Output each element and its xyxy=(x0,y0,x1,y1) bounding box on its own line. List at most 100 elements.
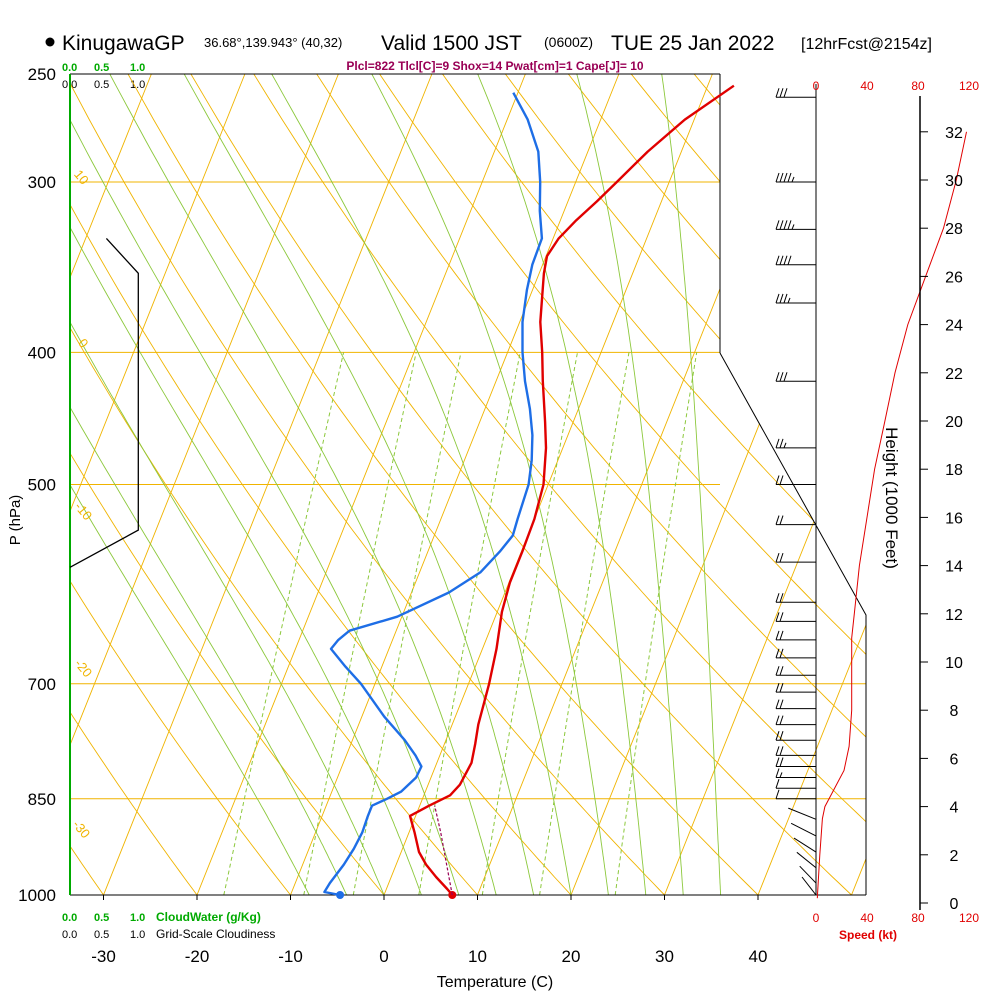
barb-flag xyxy=(775,438,780,449)
dry-adiabat-line xyxy=(70,74,665,895)
y-axis-label: P (hPa) xyxy=(7,495,24,546)
cloud-axis-labels: 0.0 0.5 1.0 0.0 0.5 1.0 0.0 0.5 1.0 Clou… xyxy=(62,62,275,941)
mixing-ratio-line xyxy=(481,352,578,895)
isotherm-line xyxy=(103,74,433,895)
moist-adiabat-line xyxy=(70,74,348,895)
wind-barb xyxy=(801,876,817,896)
mixing-ratio-line xyxy=(352,352,462,895)
barb-flag xyxy=(779,515,784,525)
height-tick-label: 18 xyxy=(945,462,963,479)
wind-barb xyxy=(775,88,816,98)
temperature-tick-label: 30 xyxy=(655,947,674,966)
cloudiness-tick-bottom-2: 1.0 xyxy=(130,929,145,941)
moist-adiabat-line xyxy=(371,74,609,895)
wind-barb xyxy=(775,789,816,800)
theta-label: 0 xyxy=(719,230,739,252)
barb-flag xyxy=(783,88,788,98)
height-tick-label: 10 xyxy=(945,655,963,672)
temperature-tick-label: -30 xyxy=(91,947,116,966)
barb-flag xyxy=(775,757,780,767)
plot-frame xyxy=(69,73,867,896)
moist-adiabat-line xyxy=(183,74,535,895)
barb-flag xyxy=(775,699,780,709)
wind-barb xyxy=(775,372,816,382)
barb-flag xyxy=(775,612,780,622)
pressure-tick-label: 500 xyxy=(28,476,56,495)
dry-adiabat-line xyxy=(505,74,866,895)
barb-flag xyxy=(779,630,784,641)
cloudwater-tick-top-2: 1.0 xyxy=(130,62,145,74)
barb-flag xyxy=(775,293,780,304)
dry-adiabat-line xyxy=(70,74,198,895)
mixing-ratio-line xyxy=(539,352,630,895)
cloudwater-tick-top-0: 0.0 xyxy=(62,62,77,74)
barb-flag xyxy=(783,255,788,265)
barb-flag xyxy=(779,715,784,725)
wind-barbs xyxy=(775,88,817,896)
wind-barb xyxy=(775,648,816,659)
barb-flag xyxy=(775,779,780,789)
wind-barb xyxy=(775,746,816,756)
barb-flag xyxy=(779,372,784,382)
pressure-tick-label: 1000 xyxy=(18,886,56,905)
barb-flag xyxy=(779,683,784,693)
mixing-ratio-line xyxy=(614,352,698,895)
isotherm-line xyxy=(196,74,526,895)
barb-shaft xyxy=(799,865,817,884)
height-tick-label: 4 xyxy=(950,800,959,817)
speed-tick-top: 120 xyxy=(959,79,979,93)
barb-flag xyxy=(775,220,780,230)
mixing-ratio-line xyxy=(418,352,521,895)
wind-barb xyxy=(775,172,816,183)
temperature-tick-label: 0 xyxy=(379,947,388,966)
barb-shaft xyxy=(801,876,817,896)
barb-flag xyxy=(779,731,784,741)
temperature-tick-label: 40 xyxy=(749,947,768,966)
cloudwater-label: CloudWater (g/Kg) xyxy=(156,910,261,924)
dry-adiabat-line xyxy=(442,74,866,895)
station-coords: 36.68°,139.943° (40,32) xyxy=(204,35,342,50)
axis-ticks: 0246810121416182022242628303225030040050… xyxy=(18,65,979,966)
dry-adiabat-line xyxy=(819,74,866,895)
height-tick-label: 32 xyxy=(945,125,963,142)
height-tick-label: 2 xyxy=(950,848,959,865)
barb-flag xyxy=(783,293,788,304)
valid-date: TUE 25 Jan 2022 xyxy=(611,32,774,55)
barb-shaft xyxy=(793,837,817,853)
isotherm-line xyxy=(70,74,246,895)
barb-flag xyxy=(775,648,780,658)
barb-half-flag xyxy=(791,176,795,183)
isotherm-line xyxy=(383,74,713,895)
wind-barb xyxy=(775,255,816,266)
barb-shaft xyxy=(790,822,817,837)
isotherm-line xyxy=(290,74,620,895)
barb-half-flag xyxy=(787,297,791,304)
wind-barb xyxy=(796,851,817,869)
wind-barb xyxy=(775,683,816,693)
wind-barb xyxy=(775,293,816,304)
station-dot-icon xyxy=(45,37,55,47)
moist-adiabat-line xyxy=(271,74,572,895)
moist-adiabat-line xyxy=(661,74,722,895)
wind-barb xyxy=(788,807,817,820)
barb-flag xyxy=(787,220,792,230)
barb-flag xyxy=(779,699,784,709)
barb-flag xyxy=(775,746,780,756)
barb-flag xyxy=(775,731,780,741)
wind-barb xyxy=(775,438,816,449)
cloudwater-tick-top-1: 0.5 xyxy=(94,62,109,74)
wind-barb xyxy=(775,666,816,676)
moist-adiabat-line xyxy=(70,74,422,895)
speed-tick-bottom: 40 xyxy=(860,911,874,925)
barb-flag xyxy=(779,172,784,183)
moist-adiabat-line xyxy=(477,74,647,895)
height-tick-label: 12 xyxy=(945,607,963,624)
speed-tick-bottom: 120 xyxy=(959,911,979,925)
barb-flag xyxy=(779,255,784,265)
temperature-tick-label: -20 xyxy=(185,947,210,966)
isotherm-line xyxy=(70,74,152,895)
barb-flag xyxy=(775,88,780,98)
dry-adiabat-line xyxy=(190,74,852,895)
barb-flag xyxy=(775,255,780,265)
